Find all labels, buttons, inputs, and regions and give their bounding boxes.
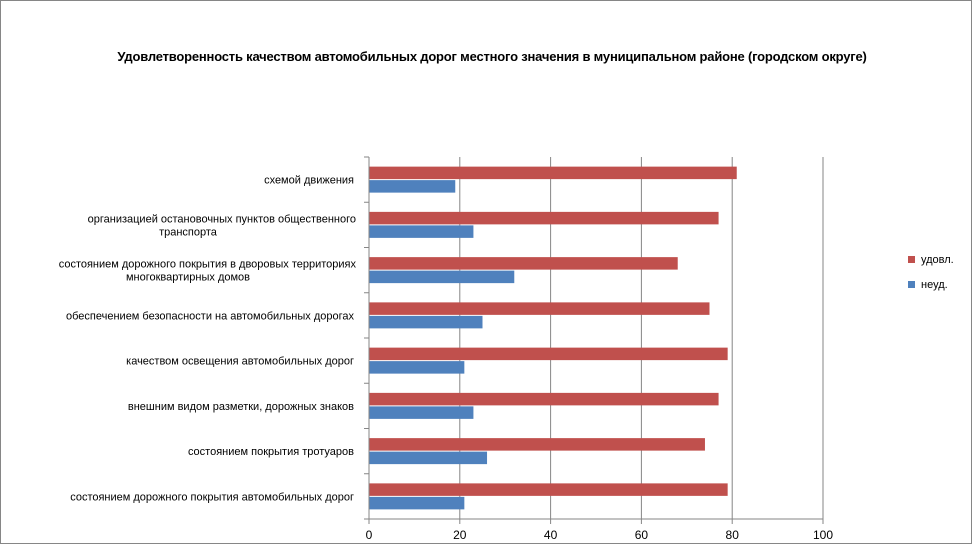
bar-unsatisfied: [369, 270, 515, 284]
bar-unsatisfied: [369, 406, 474, 419]
legend-swatch: [908, 256, 915, 263]
bar-unsatisfied: [369, 180, 456, 193]
bar-satisfied: [369, 438, 705, 451]
bar-satisfied: [369, 483, 728, 496]
category-label: схемой движения: [264, 175, 354, 187]
legend: удовл. неуд.: [908, 254, 954, 291]
legend-label: неуд.: [921, 279, 948, 291]
bar-satisfied: [369, 347, 728, 361]
category-label: обеспечением безопасности на автомобильн…: [66, 310, 354, 322]
category-label: транспорта: [159, 226, 218, 238]
category-label: состоянием покрытия тротуаров: [188, 446, 354, 458]
bars: [369, 166, 737, 510]
x-tick-label: 80: [726, 528, 740, 542]
legend-label: удовл.: [921, 254, 954, 266]
bar-satisfied: [369, 302, 710, 315]
bar-unsatisfied: [369, 451, 488, 465]
bar-unsatisfied: [369, 225, 474, 238]
category-label: качеством освещения автомобильных дорог: [126, 356, 354, 368]
legend-swatch: [908, 281, 915, 288]
bar-satisfied: [369, 211, 719, 225]
chart-title: Удовлетворенность качеством автомобильны…: [117, 49, 867, 64]
bar-satisfied: [369, 257, 678, 270]
bar-unsatisfied: [369, 315, 483, 329]
bar-unsatisfied: [369, 361, 465, 374]
category-label: состоянием дорожного покрытия автомобиль…: [70, 491, 354, 503]
x-tick-label: 40: [544, 528, 558, 542]
x-tick-label: 60: [635, 528, 649, 542]
x-tick-label: 0: [366, 528, 373, 542]
bar-satisfied: [369, 166, 737, 180]
x-tick-label: 20: [453, 528, 467, 542]
category-label: организацией остановочных пунктов общест…: [88, 213, 356, 225]
category-labels: схемой движения организацией остановочны…: [59, 175, 357, 504]
x-tick-label: 100: [813, 528, 833, 542]
category-label: внешним видом разметки, дорожных знаков: [128, 401, 354, 413]
bar-satisfied: [369, 392, 719, 406]
x-axis-ticks: 0 20 40 60 80 100: [366, 528, 834, 542]
category-label: многоквартирных домов: [126, 272, 250, 284]
bar-unsatisfied: [369, 496, 465, 510]
category-label: состоянием дорожного покрытия в дворовых…: [59, 259, 357, 271]
